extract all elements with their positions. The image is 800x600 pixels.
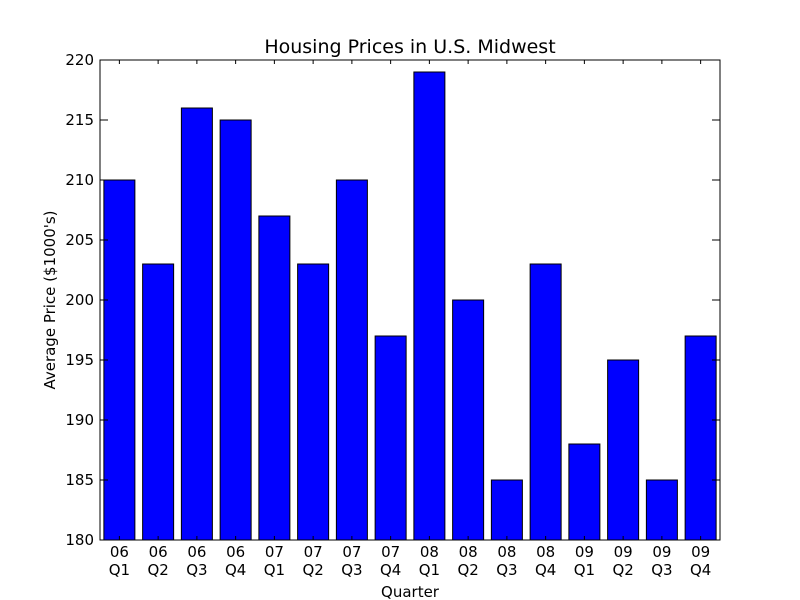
bar xyxy=(180,107,213,541)
y-tick-label: 190 xyxy=(65,411,94,429)
x-tick-label-year: 09 xyxy=(614,543,633,561)
x-tick-label-quarter: Q4 xyxy=(690,561,711,579)
x-tick-label-year: 06 xyxy=(149,543,168,561)
tick-labels-layer: 06Q106Q206Q306Q407Q107Q207Q307Q408Q108Q2… xyxy=(65,51,711,579)
x-tick-label-year: 06 xyxy=(226,543,245,561)
x-tick-label-year: 07 xyxy=(381,543,400,561)
x-tick-label-year: 08 xyxy=(420,543,439,561)
x-tick-label-year: 09 xyxy=(652,543,671,561)
x-tick-label-quarter: Q1 xyxy=(109,561,130,579)
x-tick-label-year: 08 xyxy=(536,543,555,561)
x-tick-label-year: 06 xyxy=(187,543,206,561)
bar xyxy=(684,335,717,541)
y-tick-label: 195 xyxy=(65,351,94,369)
x-tick-label-quarter: Q3 xyxy=(186,561,207,579)
y-tick-label: 220 xyxy=(65,51,94,69)
x-axis-label: Quarter xyxy=(381,583,440,600)
x-tick-label-quarter: Q1 xyxy=(419,561,440,579)
y-tick-label: 200 xyxy=(65,291,94,309)
bar xyxy=(219,119,252,541)
x-tick-label-quarter: Q3 xyxy=(496,561,517,579)
bar xyxy=(529,263,562,541)
chart-title: Housing Prices in U.S. Midwest xyxy=(264,36,555,58)
y-tick-label: 215 xyxy=(65,111,94,129)
x-tick-label-quarter: Q1 xyxy=(574,561,595,579)
x-tick-label-year: 09 xyxy=(575,543,594,561)
bar xyxy=(103,179,136,541)
x-tick-label-year: 06 xyxy=(110,543,129,561)
bar xyxy=(490,479,523,541)
x-tick-label-quarter: Q3 xyxy=(341,561,362,579)
bar xyxy=(258,215,291,541)
ticks-layer xyxy=(100,59,720,541)
x-tick-label-quarter: Q4 xyxy=(535,561,556,579)
y-tick-label: 185 xyxy=(65,471,94,489)
x-tick-label-quarter: Q4 xyxy=(380,561,401,579)
x-tick-label-quarter: Q2 xyxy=(302,561,323,579)
x-tick-label-quarter: Q4 xyxy=(225,561,246,579)
x-tick-label-quarter: Q3 xyxy=(651,561,672,579)
bar xyxy=(645,479,678,541)
x-tick-label-quarter: Q2 xyxy=(612,561,633,579)
y-axis-label: Average Price ($1000's) xyxy=(41,210,59,389)
bar xyxy=(335,179,368,541)
x-tick-label-quarter: Q2 xyxy=(147,561,168,579)
x-tick-label-year: 09 xyxy=(691,543,710,561)
bar xyxy=(452,299,485,541)
x-tick-label-year: 07 xyxy=(304,543,323,561)
bar xyxy=(607,359,640,541)
bar xyxy=(568,443,601,541)
bar xyxy=(297,263,330,541)
bars-layer xyxy=(103,71,717,541)
x-tick-label-quarter: Q1 xyxy=(264,561,285,579)
x-tick-label-year: 08 xyxy=(459,543,478,561)
y-tick-label: 205 xyxy=(65,231,94,249)
bar xyxy=(413,71,446,541)
bar xyxy=(374,335,407,541)
y-tick-label: 180 xyxy=(65,531,94,549)
x-tick-label-quarter: Q2 xyxy=(457,561,478,579)
bar xyxy=(142,263,175,541)
y-tick-label: 210 xyxy=(65,171,94,189)
x-tick-label-year: 08 xyxy=(497,543,516,561)
x-tick-label-year: 07 xyxy=(265,543,284,561)
x-tick-label-year: 07 xyxy=(342,543,361,561)
